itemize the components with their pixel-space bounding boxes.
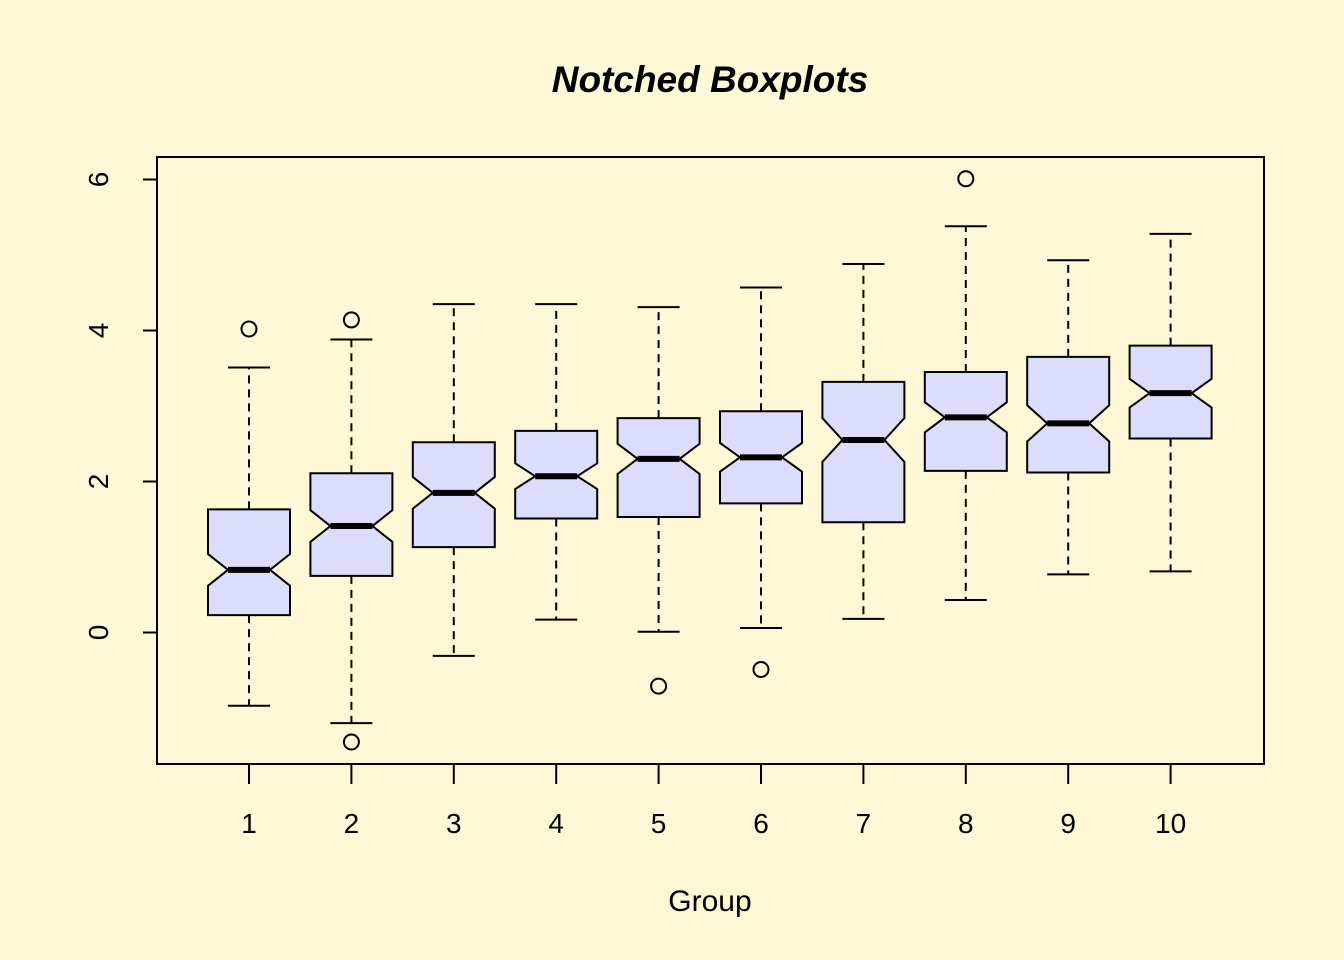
box-group-10 xyxy=(1128,232,1213,573)
x-tick-label: 4 xyxy=(548,808,564,839)
y-tick-label: 2 xyxy=(83,474,114,490)
outlier-point xyxy=(240,320,258,338)
x-axis-label: Group xyxy=(668,885,751,918)
notched-box xyxy=(821,380,906,524)
box-group-2 xyxy=(309,311,394,751)
box-group-4 xyxy=(514,303,599,621)
x-axis: 1 2 3 4 5 6 7 8 9 10 xyxy=(241,764,1186,839)
y-tick-label: 0 xyxy=(83,625,114,641)
box-group-5 xyxy=(616,306,701,695)
x-tick-label: 7 xyxy=(856,808,872,839)
x-tick-label: 10 xyxy=(1155,808,1186,839)
x-tick-label: 8 xyxy=(958,808,974,839)
x-tick-label: 2 xyxy=(344,808,360,839)
x-tick-label: 9 xyxy=(1060,808,1076,839)
outlier-point xyxy=(957,170,975,188)
outlier-point xyxy=(650,677,668,695)
box-group-3 xyxy=(411,303,496,657)
notched-box xyxy=(1026,355,1111,474)
box-group-9 xyxy=(1026,259,1111,576)
box-group-7 xyxy=(821,263,906,620)
notched-box xyxy=(923,371,1008,472)
y-axis: 0 2 4 6 xyxy=(83,172,157,641)
x-tick-label: 5 xyxy=(651,808,667,839)
box-group-6 xyxy=(719,286,803,678)
box-group-8 xyxy=(923,170,1008,602)
plot-frame xyxy=(156,156,1265,765)
box-group-1 xyxy=(207,320,291,707)
x-tick-label: 1 xyxy=(241,808,257,839)
notched-box xyxy=(616,417,701,518)
y-tick-label: 6 xyxy=(83,172,114,188)
x-tick-label: 6 xyxy=(753,808,769,839)
y-tick-label: 4 xyxy=(83,323,114,339)
boxplot-series xyxy=(207,170,1213,751)
chart-title: Notched Boxplots xyxy=(552,59,869,100)
outlier-point xyxy=(342,311,360,329)
x-tick-label: 3 xyxy=(446,808,462,839)
notched-box xyxy=(207,508,291,617)
outlier-point xyxy=(752,660,770,678)
outlier-point xyxy=(342,733,360,751)
